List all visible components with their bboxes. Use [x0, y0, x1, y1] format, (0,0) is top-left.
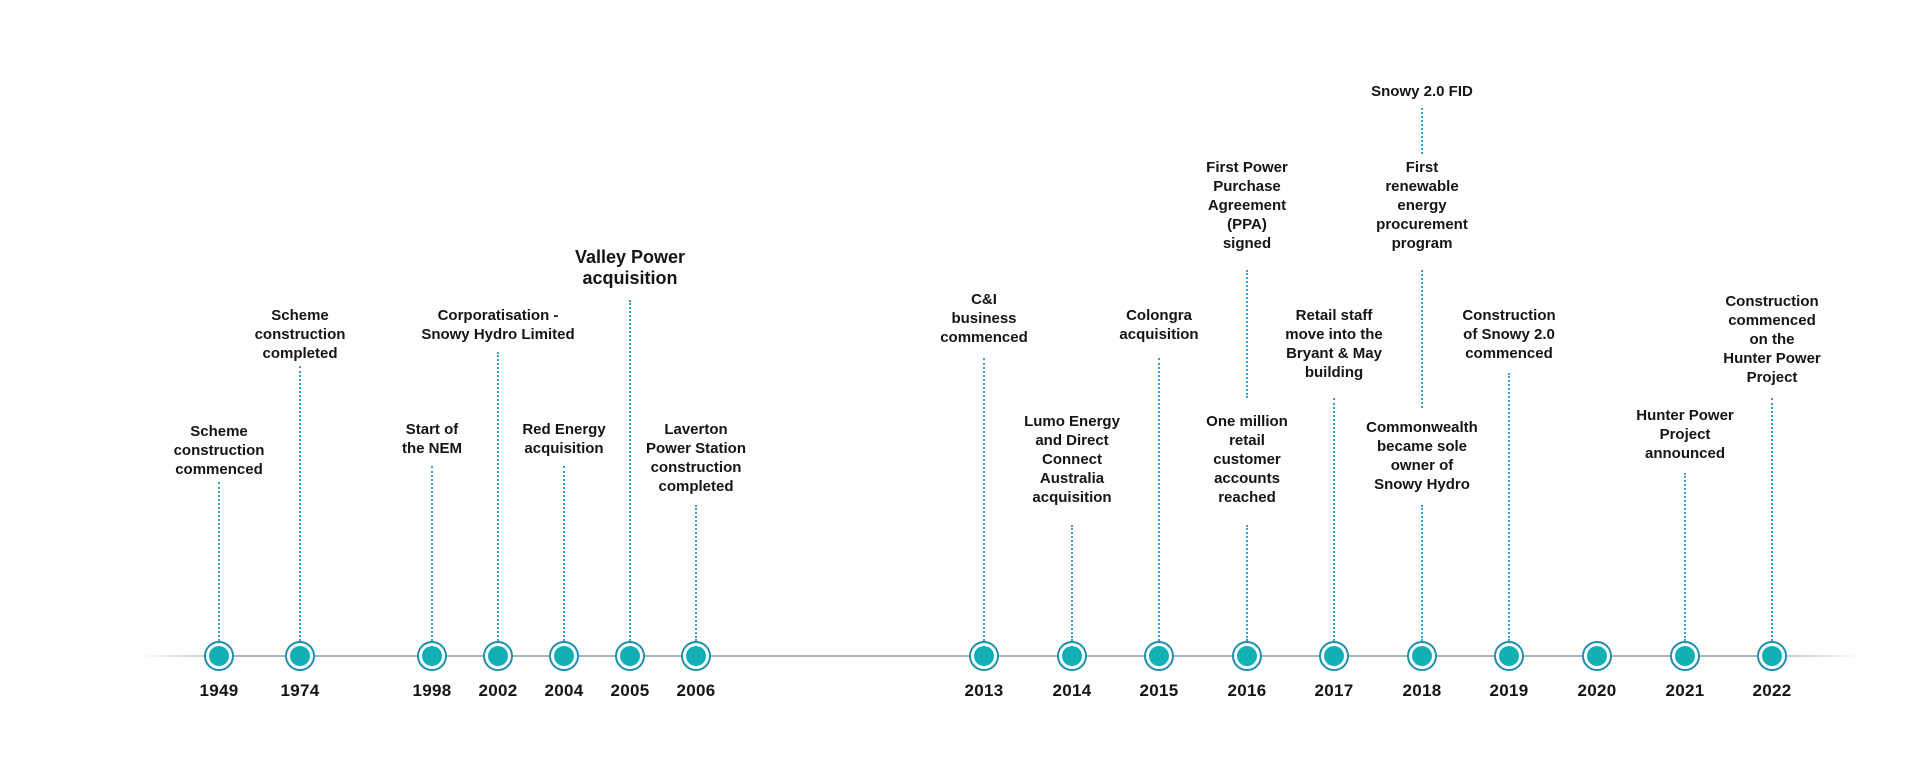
timeline-node-2019: [1494, 641, 1524, 671]
year-label-2017: 2017: [1314, 681, 1354, 700]
timeline-node-1998: [417, 641, 447, 671]
event-label-2018-1: Commonwealth became sole owner of Snowy …: [1366, 419, 1478, 493]
event-label-1949-1: Scheme construction commenced: [173, 423, 265, 478]
connector-line: [1421, 505, 1423, 641]
year-label-2018: 2018: [1402, 681, 1442, 700]
timeline-node-1949: [204, 641, 234, 671]
event-label-2018-3: Snowy 2.0 FID: [1371, 83, 1473, 100]
timeline-node-2018: [1407, 641, 1437, 671]
timeline-axis: [140, 655, 1860, 657]
year-label-1949: 1949: [199, 681, 239, 700]
year-label-2021: 2021: [1665, 681, 1705, 700]
connector-line: [1421, 270, 1423, 408]
timeline-node-2013: [969, 641, 999, 671]
connector-line: [1684, 473, 1686, 641]
timeline-node-2022: [1757, 641, 1787, 671]
connector-line: [1246, 270, 1248, 398]
connector-line: [1771, 398, 1773, 641]
event-label-2022-1: Construction commenced on the Hunter Pow…: [1723, 293, 1821, 386]
year-label-1998: 1998: [412, 681, 452, 700]
connector-line: [1421, 108, 1423, 154]
connector-line: [299, 366, 301, 641]
event-label-1974-1: Scheme construction completed: [254, 307, 346, 362]
year-label-2022: 2022: [1752, 681, 1792, 700]
event-label-2006-1: Laverton Power Station construction comp…: [645, 421, 746, 495]
connector-line: [431, 466, 433, 641]
connector-line: [1333, 398, 1335, 641]
year-label-2013: 2013: [964, 681, 1004, 700]
connector-line: [1158, 358, 1160, 641]
year-label-1974: 1974: [280, 681, 320, 700]
year-label-2014: 2014: [1052, 681, 1092, 700]
timeline-node-2020: [1582, 641, 1612, 671]
connector-line: [563, 466, 565, 641]
timeline-node-2014: [1057, 641, 1087, 671]
year-label-2006: 2006: [676, 681, 716, 700]
event-label-2016-1: One million retail customer accounts rea…: [1206, 413, 1288, 506]
event-label-2021-1: Hunter Power Project announced: [1636, 407, 1734, 462]
event-label-2016-2: First Power Purchase Agreement (PPA) sig…: [1206, 159, 1288, 252]
event-label-2014-1: Lumo Energy and Direct Connect Australia…: [1024, 413, 1120, 506]
connector-line: [1071, 525, 1073, 641]
year-label-2005: 2005: [610, 681, 650, 700]
connector-line: [1508, 373, 1510, 641]
connector-line: [1246, 525, 1248, 641]
event-label-2004-1: Red Energy acquisition: [522, 421, 606, 457]
timeline-node-2005: [615, 641, 645, 671]
event-label-2015-1: Colongra acquisition: [1119, 307, 1199, 343]
year-label-2002: 2002: [478, 681, 518, 700]
timeline-node-2006: [681, 641, 711, 671]
event-label-2013-1: C&I business commenced: [940, 291, 1028, 346]
connector-line: [695, 505, 697, 641]
year-label-2016: 2016: [1227, 681, 1267, 700]
connector-line: [497, 352, 499, 641]
year-label-2004: 2004: [544, 681, 584, 700]
timeline-node-2015: [1144, 641, 1174, 671]
timeline-node-2017: [1319, 641, 1349, 671]
timeline-node-2004: [549, 641, 579, 671]
timeline-node-2002: [483, 641, 513, 671]
timeline-node-1974: [285, 641, 315, 671]
year-label-2015: 2015: [1139, 681, 1179, 700]
year-label-2020: 2020: [1577, 681, 1617, 700]
connector-line: [629, 300, 631, 641]
event-label-1998-1: Start of the NEM: [402, 421, 462, 457]
connector-line: [218, 482, 220, 641]
connector-line: [983, 358, 985, 641]
event-label-2019-1: Construction of Snowy 2.0 commenced: [1462, 307, 1556, 362]
event-label-2017-1: Retail staff move into the Bryant & May …: [1285, 307, 1383, 381]
event-label-2005-1: Valley Power acquisition: [574, 247, 686, 288]
timeline-node-2021: [1670, 641, 1700, 671]
event-label-2018-2: First renewable energy procurement progr…: [1376, 159, 1468, 252]
timeline-node-2016: [1232, 641, 1262, 671]
event-label-2002-1: Corporatisation - Snowy Hydro Limited: [421, 307, 575, 343]
year-label-2019: 2019: [1489, 681, 1529, 700]
